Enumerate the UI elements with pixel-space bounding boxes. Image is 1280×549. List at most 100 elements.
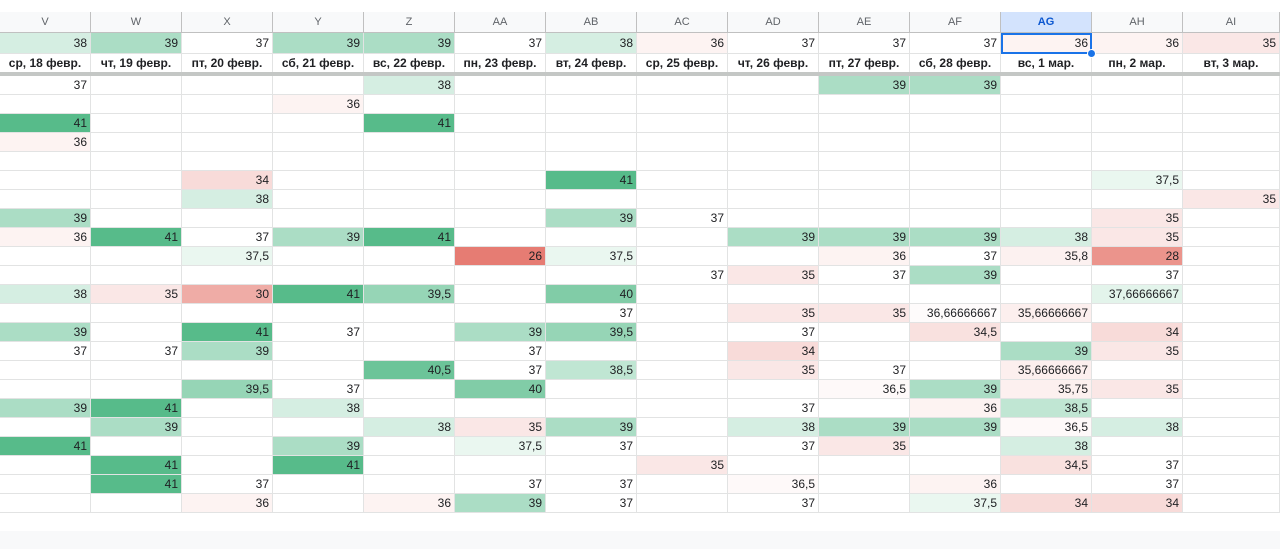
summary-cell[interactable]: 36 xyxy=(637,33,728,54)
grid-cell[interactable]: 35 xyxy=(91,285,182,304)
grid-cell[interactable] xyxy=(728,456,819,475)
grid-cell[interactable]: 39 xyxy=(728,228,819,247)
grid-cell[interactable] xyxy=(91,190,182,209)
grid-cell[interactable] xyxy=(455,95,546,114)
grid-cell[interactable] xyxy=(91,76,182,95)
grid-cell[interactable] xyxy=(1183,228,1280,247)
summary-cell[interactable]: 37 xyxy=(455,33,546,54)
grid-cell[interactable]: 37 xyxy=(91,342,182,361)
grid-cell[interactable] xyxy=(364,133,455,152)
column-header-ag[interactable]: AG xyxy=(1001,12,1092,33)
column-header-ah[interactable]: AH xyxy=(1092,12,1183,33)
column-header-w[interactable]: W xyxy=(91,12,182,33)
grid-cell[interactable] xyxy=(91,114,182,133)
grid-cell[interactable] xyxy=(455,456,546,475)
grid-cell[interactable]: 38 xyxy=(0,285,91,304)
grid-cell[interactable] xyxy=(819,114,910,133)
grid-cell[interactable] xyxy=(1001,323,1092,342)
grid-cell[interactable] xyxy=(182,114,273,133)
grid-cell[interactable]: 38 xyxy=(273,399,364,418)
date-cell[interactable]: пн, 2 мар. xyxy=(1092,54,1183,73)
grid-cell[interactable]: 37 xyxy=(546,475,637,494)
column-header-v[interactable]: V xyxy=(0,12,91,33)
grid-cell[interactable]: 37 xyxy=(0,342,91,361)
grid-cell[interactable] xyxy=(182,152,273,171)
grid-cell[interactable]: 34,5 xyxy=(910,323,1001,342)
grid-cell[interactable]: 26 xyxy=(455,247,546,266)
grid-cell[interactable] xyxy=(1183,76,1280,95)
grid-cell[interactable] xyxy=(637,76,728,95)
grid-cell[interactable] xyxy=(0,475,91,494)
grid-cell[interactable]: 39 xyxy=(0,323,91,342)
grid-cell[interactable] xyxy=(1001,209,1092,228)
grid-cell[interactable] xyxy=(1001,95,1092,114)
grid-cell[interactable]: 41 xyxy=(273,456,364,475)
grid-cell[interactable] xyxy=(819,209,910,228)
summary-cell[interactable]: 37 xyxy=(728,33,819,54)
grid-cell[interactable]: 41 xyxy=(0,437,91,456)
grid-cell[interactable]: 28 xyxy=(1092,247,1183,266)
grid-cell[interactable] xyxy=(1183,304,1280,323)
grid-cell[interactable]: 36 xyxy=(364,494,455,513)
column-header-ad[interactable]: AD xyxy=(728,12,819,33)
grid-cell[interactable]: 38,5 xyxy=(546,361,637,380)
summary-cell[interactable]: 35 xyxy=(1183,33,1280,54)
grid-cell[interactable] xyxy=(91,133,182,152)
date-cell[interactable]: пт, 27 февр. xyxy=(819,54,910,73)
grid-cell[interactable] xyxy=(1092,361,1183,380)
grid-cell[interactable] xyxy=(728,171,819,190)
grid-cell[interactable] xyxy=(455,228,546,247)
grid-cell[interactable] xyxy=(637,437,728,456)
grid-cell[interactable] xyxy=(364,380,455,399)
grid-cell[interactable] xyxy=(637,133,728,152)
grid-cell[interactable] xyxy=(455,114,546,133)
grid-cell[interactable] xyxy=(546,95,637,114)
grid-cell[interactable]: 37 xyxy=(728,494,819,513)
grid-cell[interactable] xyxy=(455,133,546,152)
grid-cell[interactable]: 37 xyxy=(819,266,910,285)
grid-cell[interactable] xyxy=(1183,171,1280,190)
grid-cell[interactable]: 38,5 xyxy=(1001,399,1092,418)
grid-cell[interactable] xyxy=(0,418,91,437)
grid-cell[interactable] xyxy=(546,133,637,152)
grid-cell[interactable] xyxy=(0,95,91,114)
grid-cell[interactable] xyxy=(91,323,182,342)
grid-cell[interactable] xyxy=(1183,95,1280,114)
grid-cell[interactable] xyxy=(91,152,182,171)
grid-cell[interactable] xyxy=(819,342,910,361)
grid-cell[interactable]: 34 xyxy=(1001,494,1092,513)
grid-cell[interactable] xyxy=(0,304,91,323)
grid-cell[interactable] xyxy=(91,304,182,323)
grid-cell[interactable]: 37,66666667 xyxy=(1092,285,1183,304)
grid-cell[interactable] xyxy=(1001,76,1092,95)
grid-cell[interactable] xyxy=(364,456,455,475)
grid-cell[interactable]: 39 xyxy=(91,418,182,437)
grid-cell[interactable] xyxy=(182,76,273,95)
date-cell[interactable]: пн, 23 февр. xyxy=(455,54,546,73)
grid-cell[interactable] xyxy=(910,361,1001,380)
grid-cell[interactable]: 38 xyxy=(364,76,455,95)
grid-cell[interactable] xyxy=(364,399,455,418)
date-cell[interactable]: вс, 22 февр. xyxy=(364,54,455,73)
grid-cell[interactable] xyxy=(910,190,1001,209)
grid-cell[interactable] xyxy=(637,304,728,323)
grid-cell[interactable] xyxy=(182,95,273,114)
grid-cell[interactable] xyxy=(546,342,637,361)
date-cell[interactable]: чт, 19 февр. xyxy=(91,54,182,73)
grid-cell[interactable]: 34,5 xyxy=(1001,456,1092,475)
grid-cell[interactable]: 36 xyxy=(0,133,91,152)
column-header-ac[interactable]: AC xyxy=(637,12,728,33)
grid-cell[interactable] xyxy=(273,76,364,95)
grid-cell[interactable]: 39,5 xyxy=(182,380,273,399)
grid-cell[interactable] xyxy=(1001,114,1092,133)
grid-cell[interactable]: 36 xyxy=(910,475,1001,494)
grid-cell[interactable] xyxy=(637,247,728,266)
grid-cell[interactable] xyxy=(182,209,273,228)
grid-cell[interactable] xyxy=(455,266,546,285)
grid-cell[interactable] xyxy=(364,304,455,323)
grid-cell[interactable] xyxy=(637,190,728,209)
grid-cell[interactable]: 41 xyxy=(91,475,182,494)
grid-cell[interactable]: 40,5 xyxy=(364,361,455,380)
grid-cell[interactable]: 37 xyxy=(1092,456,1183,475)
grid-cell[interactable]: 35 xyxy=(728,266,819,285)
